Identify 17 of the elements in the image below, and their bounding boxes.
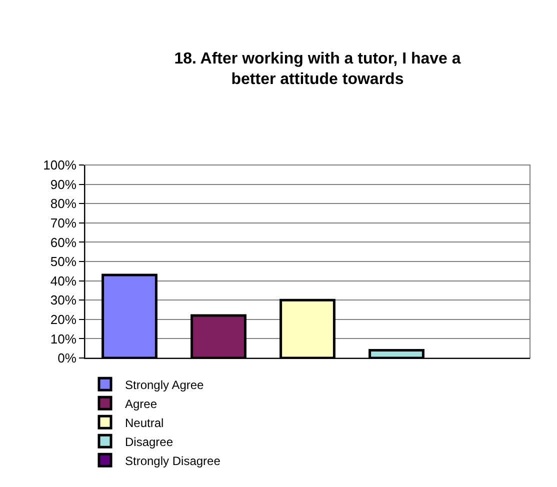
y-tick-label: 30% <box>50 292 77 308</box>
y-tick-label: 70% <box>50 215 77 230</box>
y-tick-label: 40% <box>50 273 77 288</box>
legend-label: Agree <box>125 396 158 411</box>
y-tick-label: 0% <box>58 350 77 366</box>
legend-label: Neutral <box>125 416 164 430</box>
y-tick-label: 50% <box>50 254 77 270</box>
legend-label: Disagree <box>125 434 174 449</box>
y-tick-label: 10% <box>50 331 77 346</box>
y-tick-label: 100% <box>43 158 77 173</box>
chart-title: 18. After working with a tutor, I have a better attitude towards <box>174 50 461 88</box>
y-tick-label: 90% <box>50 176 77 192</box>
y-tick-label: 20% <box>50 312 77 327</box>
y-tick-label: 80% <box>50 196 77 212</box>
legend-label: Strongly Agree <box>125 378 204 392</box>
legend-label: Strongly Disagree <box>125 454 221 468</box>
y-tick-label: 60% <box>50 234 77 250</box>
